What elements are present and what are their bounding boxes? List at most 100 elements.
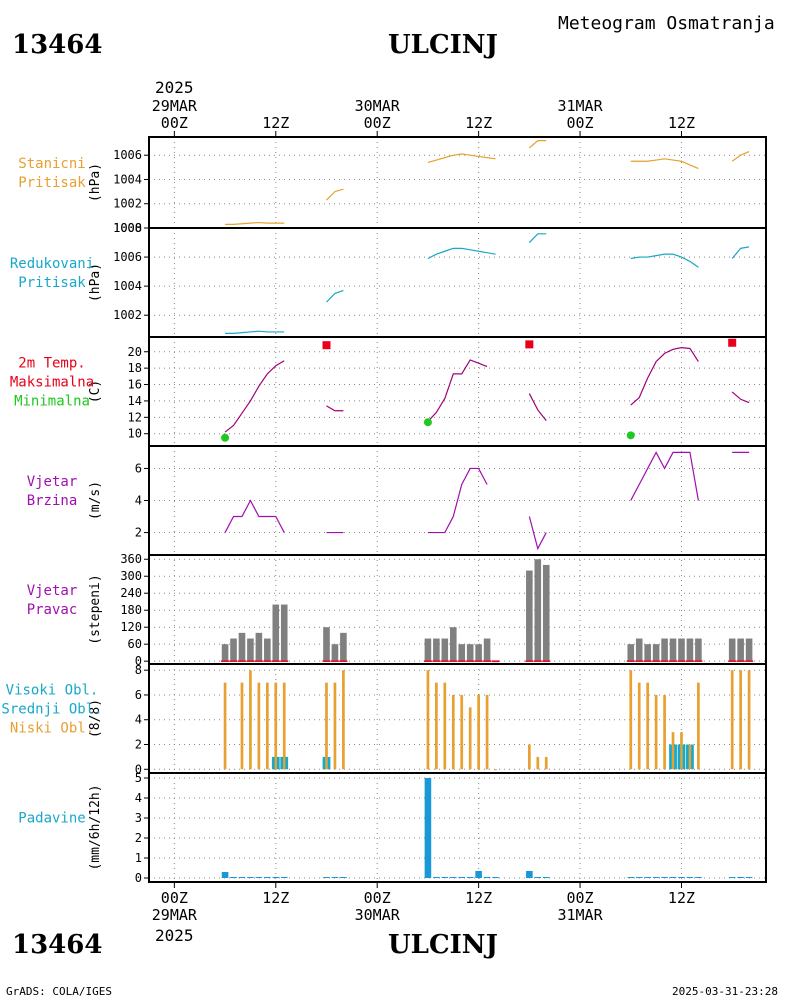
bar (264, 877, 271, 878)
y-tick-label: 14 (128, 394, 142, 408)
bar (424, 638, 432, 662)
panel-label: Visoki Obl. (6, 683, 99, 699)
bar (323, 627, 330, 662)
bar (280, 877, 288, 878)
x-tick-label-bottom: 12Z (465, 889, 492, 907)
bar (745, 877, 753, 878)
bar (340, 877, 347, 878)
bar (686, 638, 694, 662)
cloud_cover-panel (144, 663, 767, 774)
footer-timestamp: 2025-03-31-23:28 (672, 985, 778, 998)
bar (652, 877, 660, 878)
bar (451, 694, 455, 770)
bar (661, 877, 668, 878)
series-line (326, 289, 344, 303)
bar (433, 638, 440, 662)
y-axis-label: (hPa) (88, 263, 103, 302)
x-tick-label-top: 31MAR (557, 97, 603, 115)
bar (274, 682, 278, 770)
grads-credit: GrADS: COLA/IGES (6, 985, 112, 998)
bar (678, 877, 685, 878)
bar (669, 638, 677, 662)
y-tick-label: 6 (135, 461, 142, 475)
bar (646, 682, 650, 770)
bar (458, 877, 466, 878)
panel-label: Srednji Obl. (1, 702, 102, 718)
series-line (630, 158, 699, 170)
bar (458, 644, 466, 662)
bar (280, 756, 284, 770)
panel-label: Vjetar (27, 583, 78, 599)
max-temp-marker (728, 338, 737, 347)
bar (435, 682, 438, 770)
bar (544, 756, 548, 770)
bar (426, 670, 430, 770)
x-tick-label-bottom: 29MAR (152, 906, 198, 924)
panel-label: Pritisak (18, 275, 86, 291)
y-tick-label: 1006 (113, 148, 142, 162)
bar (449, 877, 457, 878)
bar (276, 756, 280, 770)
bar (340, 632, 347, 662)
y-tick-label: 1004 (113, 279, 142, 293)
y-tick-label: 1004 (113, 172, 142, 186)
station-name-top: ULCINJ (388, 30, 498, 60)
bar (255, 632, 263, 662)
y-axis-label: (m/s) (88, 481, 103, 520)
bar (745, 638, 753, 662)
series-line (528, 233, 547, 243)
bar (737, 877, 744, 878)
x-tick-label-top: 29MAR (152, 97, 198, 115)
bar (449, 627, 457, 662)
bar (272, 604, 280, 662)
y-tick-label: 300 (120, 569, 142, 583)
y-tick-label: 1000 (113, 221, 142, 235)
bar (272, 877, 280, 878)
y-axis-label: (hPa) (88, 163, 103, 202)
bar (221, 872, 229, 878)
series-line (224, 499, 285, 533)
bar (654, 694, 658, 770)
panel-frame (148, 336, 767, 447)
x-tick-label-bottom: 31MAR (557, 906, 603, 924)
y-tick-label: 3 (135, 811, 142, 825)
bar (323, 877, 330, 878)
bar (739, 670, 742, 770)
bar (526, 871, 533, 878)
panel-label: Pravac (27, 602, 78, 618)
y-tick-label: 12 (128, 410, 142, 424)
y-tick-label: 0 (135, 762, 142, 776)
x-tick-label-top: 00Z (161, 114, 188, 132)
series-line (528, 393, 547, 421)
wind_speed-panel (144, 445, 767, 556)
panel-label: Stanicni (18, 156, 85, 172)
y-tick-label: 60 (128, 637, 142, 651)
bar (527, 744, 531, 770)
bar (325, 682, 328, 770)
bar (534, 877, 542, 878)
bar (475, 644, 482, 662)
bar (257, 682, 261, 770)
bar (534, 559, 542, 662)
bar (282, 682, 286, 770)
bar (331, 644, 339, 662)
bar (635, 877, 643, 878)
y-tick-label: 360 (120, 552, 142, 566)
series-line (326, 188, 344, 201)
bar (433, 877, 440, 878)
series-line (731, 246, 750, 259)
y-axis-label: (mm/6h/12h) (88, 784, 103, 870)
y-tick-label: 1006 (113, 250, 142, 264)
y-tick-label: 1002 (113, 308, 142, 322)
x-tick-label-top: 12Z (262, 114, 289, 132)
bar (485, 694, 489, 770)
x-tick-label-top: 00Z (567, 114, 594, 132)
y-tick-label: 120 (120, 620, 142, 634)
bar (477, 694, 480, 770)
bar (483, 877, 491, 878)
bar (424, 778, 432, 878)
y-tick-label: 1002 (113, 197, 142, 211)
bar (238, 632, 246, 662)
x-tick-label-bottom: 12Z (668, 889, 695, 907)
min-temp-marker (423, 418, 432, 427)
